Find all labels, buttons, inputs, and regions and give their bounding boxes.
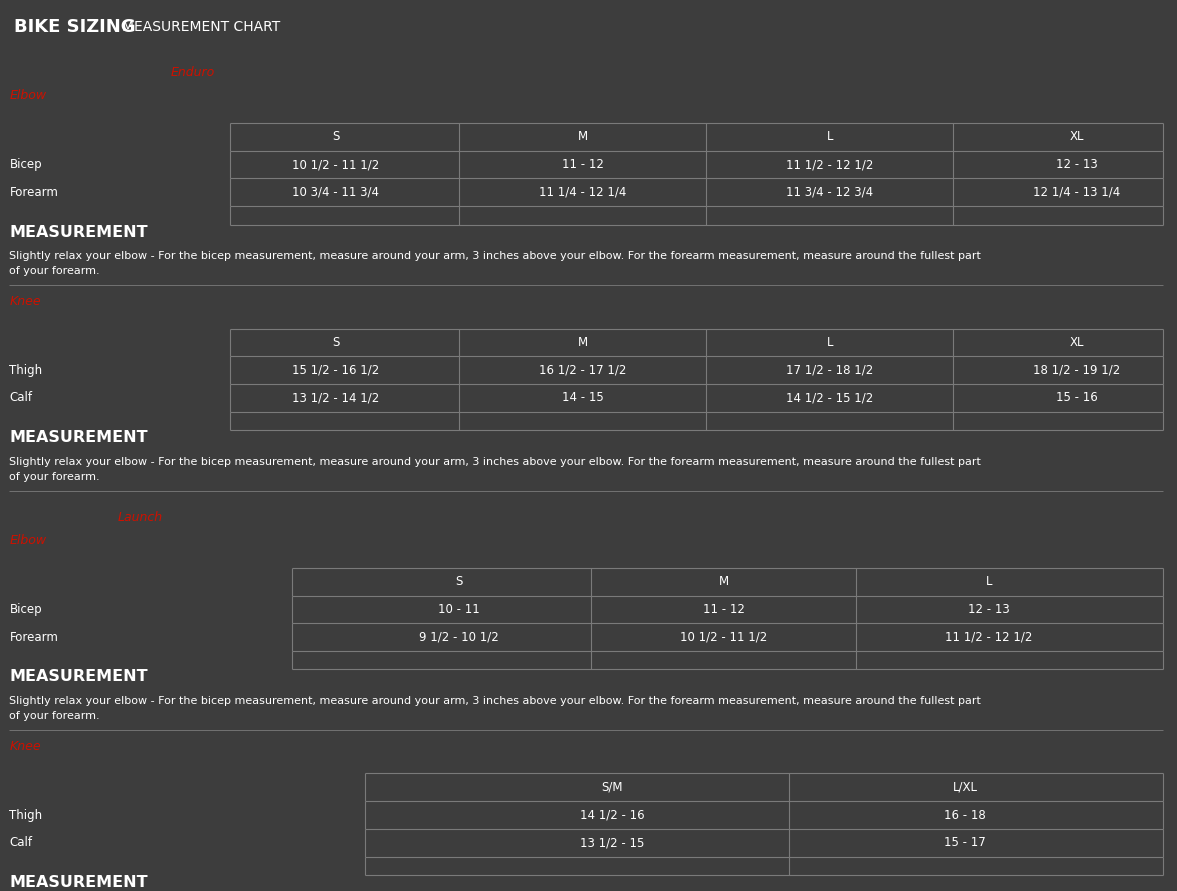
Text: L: L xyxy=(826,130,833,143)
Text: S: S xyxy=(332,336,339,349)
Text: Calf: Calf xyxy=(9,837,33,849)
Text: Forearm: Forearm xyxy=(9,631,59,643)
Text: 10 1/2 - 11 1/2: 10 1/2 - 11 1/2 xyxy=(292,158,379,171)
Text: 13 1/2 - 15: 13 1/2 - 15 xyxy=(580,837,644,849)
Text: XL: XL xyxy=(1070,336,1084,349)
Text: 15 1/2 - 16 1/2: 15 1/2 - 16 1/2 xyxy=(292,364,379,377)
Text: 11 - 12: 11 - 12 xyxy=(561,158,604,171)
Text: MEASUREMENT: MEASUREMENT xyxy=(9,669,148,684)
Text: Slightly relax your elbow - For the bicep measurement, measure around your arm, : Slightly relax your elbow - For the bice… xyxy=(9,251,982,276)
Text: 11 - 12: 11 - 12 xyxy=(703,603,745,616)
Text: Launch: Launch xyxy=(118,511,162,524)
Text: 11 1/4 - 12 1/4: 11 1/4 - 12 1/4 xyxy=(539,185,626,199)
Text: Thigh: Thigh xyxy=(9,808,42,822)
Text: MEASUREMENT: MEASUREMENT xyxy=(9,875,148,890)
Text: M: M xyxy=(578,336,587,349)
Text: Enduro: Enduro xyxy=(171,66,215,79)
Text: 10 3/4 - 11 3/4: 10 3/4 - 11 3/4 xyxy=(292,185,379,199)
Text: Forearm: Forearm xyxy=(9,185,59,199)
Text: Bicep: Bicep xyxy=(9,158,42,171)
Text: XL: XL xyxy=(1070,130,1084,143)
Text: L: L xyxy=(985,576,992,588)
Text: 12 - 13: 12 - 13 xyxy=(1056,158,1098,171)
Text: 17 1/2 - 18 1/2: 17 1/2 - 18 1/2 xyxy=(786,364,873,377)
Text: Slightly relax your elbow - For the bicep measurement, measure around your arm, : Slightly relax your elbow - For the bice… xyxy=(9,457,982,482)
Text: Bicep: Bicep xyxy=(9,603,42,616)
Text: 14 1/2 - 15 1/2: 14 1/2 - 15 1/2 xyxy=(786,391,873,405)
Text: Knee: Knee xyxy=(9,740,41,753)
Text: L: L xyxy=(826,336,833,349)
Text: MEASUREMENT: MEASUREMENT xyxy=(9,430,148,446)
Text: 15 - 17: 15 - 17 xyxy=(944,837,986,849)
Text: 16 1/2 - 17 1/2: 16 1/2 - 17 1/2 xyxy=(539,364,626,377)
Text: 12 - 13: 12 - 13 xyxy=(967,603,1010,616)
Text: 11 1/2 - 12 1/2: 11 1/2 - 12 1/2 xyxy=(786,158,873,171)
Text: 13 1/2 - 14 1/2: 13 1/2 - 14 1/2 xyxy=(292,391,379,405)
Text: Thigh: Thigh xyxy=(9,364,42,377)
Text: S: S xyxy=(455,576,463,588)
Text: Elbow: Elbow xyxy=(9,89,47,102)
Text: Calf: Calf xyxy=(9,391,33,405)
Text: M: M xyxy=(719,576,729,588)
Text: S/M: S/M xyxy=(601,781,623,794)
Text: 10 - 11: 10 - 11 xyxy=(438,603,480,616)
Text: BIKE SIZING: BIKE SIZING xyxy=(14,18,135,36)
Text: MEASUREMENT: MEASUREMENT xyxy=(9,225,148,240)
Text: 14 - 15: 14 - 15 xyxy=(561,391,604,405)
Text: 14 1/2 - 16: 14 1/2 - 16 xyxy=(580,808,644,822)
Text: Knee: Knee xyxy=(9,295,41,308)
Text: 11 1/2 - 12 1/2: 11 1/2 - 12 1/2 xyxy=(945,631,1032,643)
Text: 9 1/2 - 10 1/2: 9 1/2 - 10 1/2 xyxy=(419,631,499,643)
Text: 10 1/2 - 11 1/2: 10 1/2 - 11 1/2 xyxy=(680,631,767,643)
Text: L/XL: L/XL xyxy=(952,781,978,794)
Text: S: S xyxy=(332,130,339,143)
Text: Elbow: Elbow xyxy=(9,535,47,547)
Text: 18 1/2 - 19 1/2: 18 1/2 - 19 1/2 xyxy=(1033,364,1121,377)
Text: 11 3/4 - 12 3/4: 11 3/4 - 12 3/4 xyxy=(786,185,873,199)
Text: 12 1/4 - 13 1/4: 12 1/4 - 13 1/4 xyxy=(1033,185,1121,199)
Text: Slightly relax your elbow - For the bicep measurement, measure around your arm, : Slightly relax your elbow - For the bice… xyxy=(9,696,982,721)
Text: M: M xyxy=(578,130,587,143)
Text: 15 - 16: 15 - 16 xyxy=(1056,391,1098,405)
Text: 16 - 18: 16 - 18 xyxy=(944,808,986,822)
Text: MEASUREMENT CHART: MEASUREMENT CHART xyxy=(122,20,280,34)
